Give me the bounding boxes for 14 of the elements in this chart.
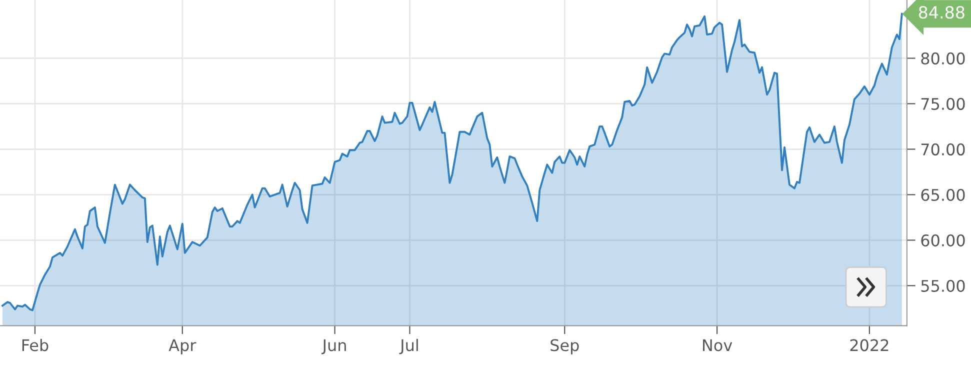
x-tick-label: Apr [168, 339, 196, 354]
y-tick-label: 65.00 [921, 188, 965, 201]
x-tick-label: Feb [22, 338, 48, 352]
x-tick-label: Nov [703, 339, 732, 352]
y-tick-label: 70.00 [921, 143, 965, 156]
x-tick-label: 2022 [850, 339, 888, 352]
x-tick-label: Jun [321, 339, 346, 354]
x-tick-label: Jul [399, 338, 418, 354]
annotation: 84.88 [918, 6, 964, 19]
y-tick-label: 80.00 [921, 52, 965, 65]
y-tick-label: 55.00 [921, 280, 965, 292]
x-tick-label: Sep [550, 339, 579, 354]
y-tick-label: 60.00 [921, 234, 965, 246]
y-tick-label: 75.00 [921, 98, 965, 110]
